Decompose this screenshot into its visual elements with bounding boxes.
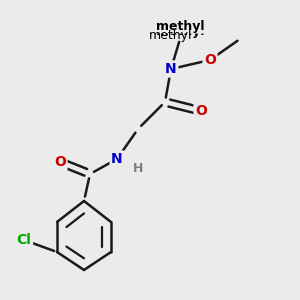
Text: Cl: Cl <box>16 233 32 247</box>
Text: methyl: methyl <box>149 29 193 43</box>
Text: N: N <box>165 62 177 76</box>
Text: O: O <box>195 104 207 118</box>
Text: N: N <box>111 152 123 166</box>
Text: H: H <box>133 161 143 175</box>
Text: O: O <box>54 155 66 169</box>
Text: O: O <box>204 53 216 67</box>
Text: methyl: methyl <box>156 20 204 33</box>
Text: methyl: methyl <box>156 25 204 38</box>
